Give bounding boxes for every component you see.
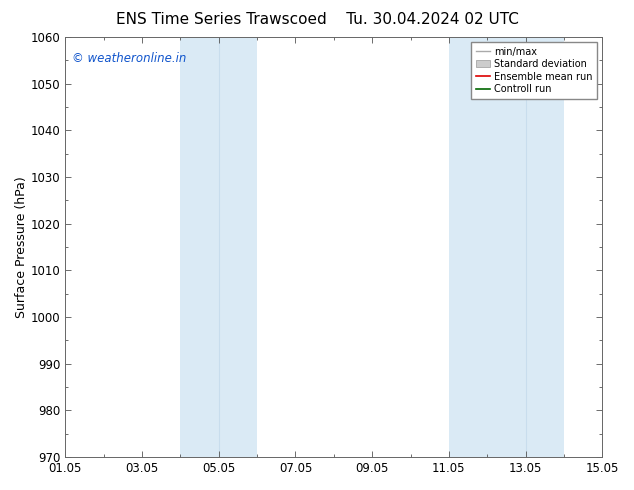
Legend: min/max, Standard deviation, Ensemble mean run, Controll run: min/max, Standard deviation, Ensemble me… (471, 42, 597, 99)
Bar (181, 37, 257, 457)
Text: ENS Time Series Trawscoed    Tu. 30.04.2024 02 UTC: ENS Time Series Trawscoed Tu. 30.04.2024… (115, 12, 519, 27)
Bar (449, 37, 564, 457)
Text: © weatheronline.in: © weatheronline.in (72, 52, 186, 65)
Y-axis label: Surface Pressure (hPa): Surface Pressure (hPa) (15, 176, 28, 318)
